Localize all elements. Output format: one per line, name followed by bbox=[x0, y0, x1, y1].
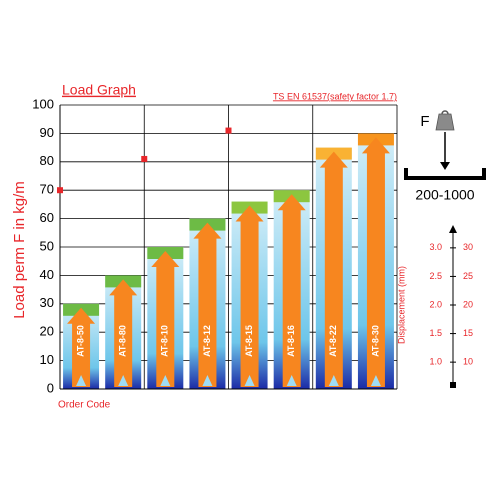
marker bbox=[141, 155, 148, 162]
y-tick-label: 70 bbox=[40, 182, 54, 197]
y-tick-label: 10 bbox=[40, 352, 54, 367]
bar-arrow bbox=[193, 222, 222, 387]
bar-arrow bbox=[277, 194, 306, 387]
category-label: AT-8-10 bbox=[160, 325, 170, 357]
category-label: AT-8-16 bbox=[286, 325, 296, 357]
bar-base-arrow bbox=[370, 375, 381, 386]
category-label: AT-8-80 bbox=[118, 325, 128, 357]
y-tick-label: 80 bbox=[40, 153, 54, 168]
side-tick-label: 1.0 bbox=[429, 357, 442, 367]
side-tick-label: 3.0 bbox=[429, 242, 442, 252]
side-tick-label: 25 bbox=[463, 271, 473, 281]
y-tick-label: 50 bbox=[40, 238, 54, 253]
side-tick-label: 15 bbox=[463, 328, 473, 338]
side-axis-title: Displacement (mm) bbox=[396, 266, 406, 344]
bar-arrow bbox=[235, 205, 264, 387]
y-tick-label: 30 bbox=[40, 295, 54, 310]
chart-title: Load Graph bbox=[62, 82, 136, 98]
side-panel: F 200-1000 Displacement (mm) 1.0 1.5 2.0 2.… bbox=[396, 110, 486, 388]
y-axis-title: Load perm F in kg/m bbox=[11, 181, 28, 319]
bar-arrow bbox=[319, 151, 348, 387]
bar-base-arrow bbox=[118, 375, 129, 386]
bar-arrow bbox=[151, 251, 180, 387]
y-tick-label: 100 bbox=[32, 96, 54, 111]
bar-base-arrow bbox=[286, 375, 297, 386]
chart-subtitle: TS EN 61537(safety factor 1.7) bbox=[273, 91, 397, 101]
weight-icon bbox=[435, 113, 455, 131]
y-tick-label: 20 bbox=[40, 324, 54, 339]
weight-handle bbox=[441, 110, 449, 115]
x-axis-title: Order Code bbox=[58, 400, 111, 411]
category-label: AT-8-50 bbox=[75, 325, 85, 357]
bar-arrow bbox=[361, 137, 390, 387]
bar-arrow bbox=[67, 307, 96, 387]
y-tick-label: 90 bbox=[40, 125, 54, 140]
marker bbox=[57, 187, 63, 194]
side-tick-label: 30 bbox=[463, 242, 473, 252]
side-tick-label: 2.5 bbox=[429, 271, 442, 281]
force-label: F bbox=[420, 113, 429, 130]
bar-base-arrow bbox=[160, 375, 171, 386]
category-label: AT-8-22 bbox=[328, 325, 338, 357]
bar-base-arrow bbox=[244, 375, 255, 386]
y-tick-label: 60 bbox=[40, 210, 54, 225]
range-label: 200-1000 bbox=[415, 187, 474, 203]
bar-base-arrow bbox=[76, 375, 87, 386]
bar-arrow bbox=[109, 279, 138, 387]
category-label: AT-8-12 bbox=[202, 325, 212, 357]
side-tick-label: 2.0 bbox=[429, 299, 442, 309]
y-tick-label: 0 bbox=[47, 380, 54, 395]
category-label: AT-8-15 bbox=[244, 325, 254, 357]
bar-base-arrow bbox=[202, 375, 213, 386]
category-label: AT-8-30 bbox=[370, 325, 380, 357]
marker bbox=[225, 127, 232, 134]
side-tick-label: 20 bbox=[463, 299, 473, 309]
side-axis-end bbox=[450, 382, 456, 388]
side-tick-label: 10 bbox=[463, 357, 473, 367]
side-tick-label: 1.5 bbox=[429, 328, 442, 338]
tray-icon bbox=[404, 168, 486, 180]
bar-base-arrow bbox=[328, 375, 339, 386]
side-axis-arrow bbox=[449, 225, 457, 233]
force-arrowhead bbox=[440, 162, 450, 170]
y-tick-label: 40 bbox=[40, 267, 54, 282]
